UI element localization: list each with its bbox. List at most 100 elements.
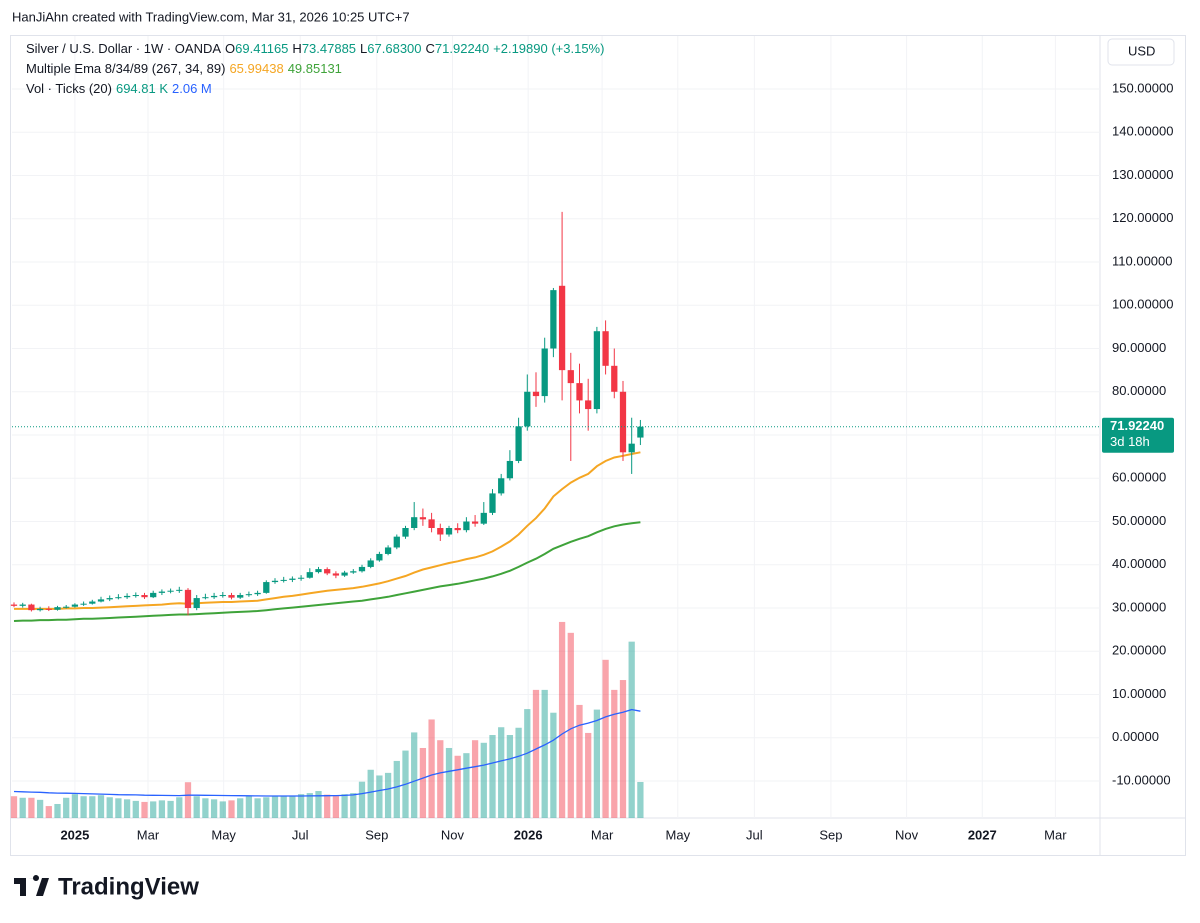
legend-row: Multiple Ema 8/34/89 (267, 34, 89) 65.994… xyxy=(26,61,342,76)
countdown: 3d 18h xyxy=(1110,434,1150,449)
volume-bar xyxy=(219,801,226,818)
volume-bar xyxy=(245,796,253,818)
y-tick-label: 110.00000 xyxy=(1112,253,1173,268)
attribution: HanJiAhn created with TradingView.com, M… xyxy=(12,9,410,24)
legend-row: Vol · Ticks (20) 694.81 K 2.06 M xyxy=(26,81,212,96)
candle-body xyxy=(341,572,348,576)
candle-body xyxy=(150,592,157,598)
candle-body xyxy=(585,400,592,410)
ema-value: 65.99438 xyxy=(229,61,283,76)
candle-body xyxy=(254,592,261,595)
volume-bar xyxy=(619,680,627,818)
volume-bar xyxy=(419,747,427,818)
candle-body xyxy=(263,582,270,593)
volume-bar xyxy=(567,632,574,818)
ohlc-value: 67.68300 xyxy=(367,41,421,56)
x-tick-label: Nov xyxy=(895,827,919,842)
candle-body xyxy=(237,595,244,598)
candle-body xyxy=(297,577,305,579)
volume-bar xyxy=(289,795,296,818)
candle-body xyxy=(637,426,644,438)
volume-bar xyxy=(437,740,444,818)
volume-bar xyxy=(280,796,287,818)
volume-bar xyxy=(445,747,453,818)
candle-body xyxy=(541,348,548,397)
candle-body xyxy=(515,426,522,461)
x-tick-label: Sep xyxy=(365,827,388,842)
volume-bar xyxy=(558,621,566,818)
candle-body xyxy=(611,365,618,392)
candle-body xyxy=(593,331,601,410)
volume-bar xyxy=(393,760,400,818)
x-tick-label: May xyxy=(211,827,236,842)
candle-body xyxy=(106,598,113,600)
candle-body xyxy=(45,608,52,610)
y-tick-label: 90.00000 xyxy=(1112,340,1166,355)
volume-bar xyxy=(141,801,148,818)
candle-body xyxy=(10,604,18,606)
volume-bar xyxy=(89,796,96,818)
volume-bar xyxy=(158,800,166,818)
volume-bar xyxy=(71,794,79,818)
volume-bar xyxy=(263,797,270,818)
volume-bar xyxy=(576,704,583,818)
volume-bar xyxy=(480,742,487,818)
volume-bar xyxy=(202,798,209,818)
candle-body xyxy=(306,572,313,578)
volume-bar xyxy=(254,798,261,818)
volume-bar xyxy=(237,798,244,818)
volume-bar xyxy=(471,740,479,818)
candle-body xyxy=(367,560,374,567)
candle-body xyxy=(184,589,192,609)
x-tick-label: Mar xyxy=(591,827,614,842)
candle-body xyxy=(315,569,322,573)
candle-body xyxy=(419,517,427,520)
y-tick-label: 120.00000 xyxy=(1112,210,1173,225)
ema-value: 49.85131 xyxy=(288,61,342,76)
candle-body xyxy=(358,566,366,572)
volume-bar xyxy=(19,797,26,818)
volume-bar xyxy=(150,801,157,818)
candle-body xyxy=(176,589,183,591)
volume-bar xyxy=(367,769,374,818)
volume-bar xyxy=(297,794,305,818)
y-tick-label: 60.00000 xyxy=(1112,470,1166,485)
currency-box[interactable] xyxy=(1107,38,1175,66)
candle-body xyxy=(332,573,340,576)
volume-bar xyxy=(532,689,540,818)
volume-bar xyxy=(637,781,644,818)
volume-bar xyxy=(324,794,331,818)
candle-body xyxy=(402,528,409,537)
candle-body xyxy=(393,536,400,548)
volume-bar xyxy=(350,793,357,818)
candle-body xyxy=(350,571,357,573)
x-tick-label: Mar xyxy=(137,827,160,842)
price-label: 71.92240 xyxy=(1110,418,1164,433)
ohlc-key: C xyxy=(426,41,435,56)
volume-bar xyxy=(106,797,113,818)
candle-body xyxy=(506,460,514,479)
candle-body xyxy=(550,290,557,349)
ohlc-key: H xyxy=(292,41,301,56)
volume-title: Vol · Ticks (20) xyxy=(26,81,112,96)
candle-body xyxy=(19,604,26,606)
candle-body xyxy=(324,569,331,574)
ema-title: Multiple Ema 8/34/89 (267, 34, 89) xyxy=(26,61,225,76)
candle-body xyxy=(289,578,296,580)
y-tick-label: -10.00000 xyxy=(1112,772,1171,787)
candle-body xyxy=(63,606,70,608)
volume-bar xyxy=(515,727,522,818)
volume-bar xyxy=(463,753,470,818)
candle-body xyxy=(480,512,487,524)
volume-bar xyxy=(454,755,461,818)
candle-body xyxy=(28,604,35,611)
volume-bar xyxy=(28,797,35,818)
candle-body xyxy=(280,579,287,581)
y-tick-label: 150.00000 xyxy=(1112,80,1173,95)
volume-bar xyxy=(376,775,383,818)
candle-body xyxy=(36,608,44,611)
chart-frame xyxy=(10,35,1186,856)
candle-body xyxy=(219,595,226,597)
volume-ma-value: 2.06 M xyxy=(172,81,212,96)
volume-bar xyxy=(411,732,418,818)
